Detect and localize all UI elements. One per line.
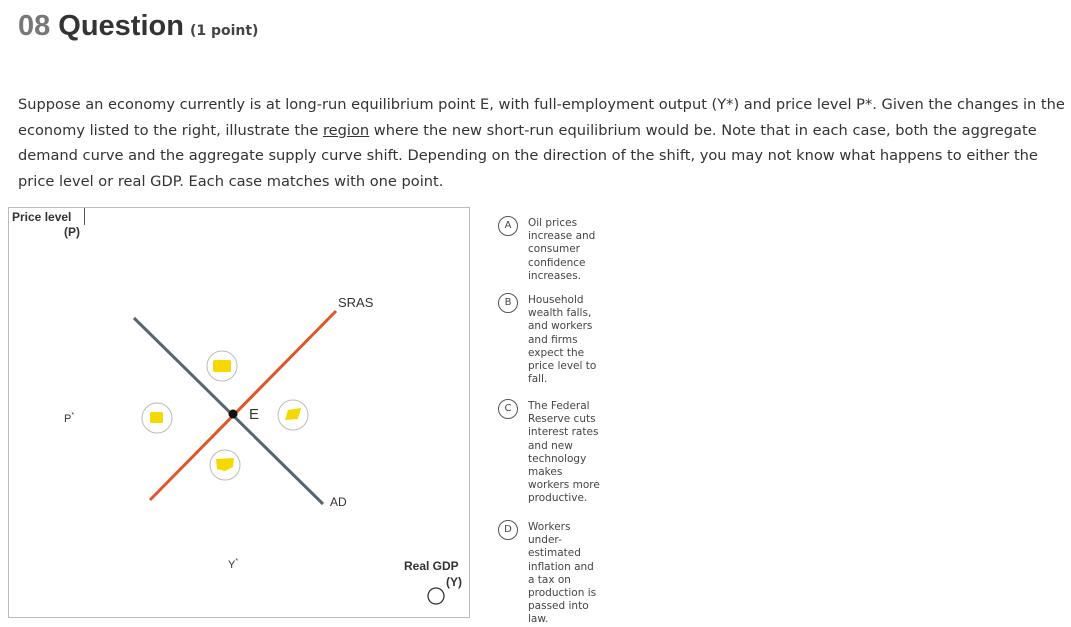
target-d[interactable] [209,449,241,481]
output-mark: Y* [228,558,238,571]
output-mark-star: * [235,558,238,565]
prompt-text: where the new short-run equilibrium woul… [18,121,1038,190]
option-letter: D [498,520,518,540]
question-points: (1 point) [189,23,259,39]
option-letter: A [498,216,518,236]
diagram-frame [8,207,470,618]
sras-curve [148,309,338,502]
prompt-text: Suppose an economy currently is at long-… [18,96,1065,139]
ad-curve [132,316,325,506]
option-text: Workers under-estimated inflation and a … [528,521,597,626]
question-number: 08 [18,10,51,42]
target-c[interactable] [277,399,309,431]
drag-icon[interactable] [427,587,445,605]
x-axis-label: Real GDP [404,559,459,573]
sras-label: SRAS [338,295,374,310]
price-mark: P* [64,412,74,425]
output-mark-letter: Y [228,559,236,571]
prompt: Suppose an economy currently is at long-… [18,92,1066,194]
question-title: Question [58,10,184,42]
option-text: Oil prices increase and consumer confide… [528,217,596,282]
price-mark-star: * [71,412,74,419]
option-text: Household wealth falls, and workers and … [528,294,597,386]
diagram: Price level (P) E SRAS AD P* Y* Real GDP… [8,207,470,618]
option-letter: B [498,293,518,313]
price-mark-letter: P [64,413,71,425]
target-b[interactable] [141,402,173,434]
option-text: The Federal Reserve cuts interest rates … [528,400,600,505]
header: 08 Question (1 point) [18,10,258,43]
option-letter: C [498,399,518,419]
target-a[interactable] [206,350,238,382]
x-axis-unit: (Y) [446,575,462,589]
y-axis-unit: (P) [64,225,80,239]
point-label: E [249,406,259,423]
region-link[interactable]: region [322,121,370,139]
equilibrium-point [228,409,238,419]
y-axis-label: Price level [12,210,71,224]
ad-label: AD [330,495,347,509]
